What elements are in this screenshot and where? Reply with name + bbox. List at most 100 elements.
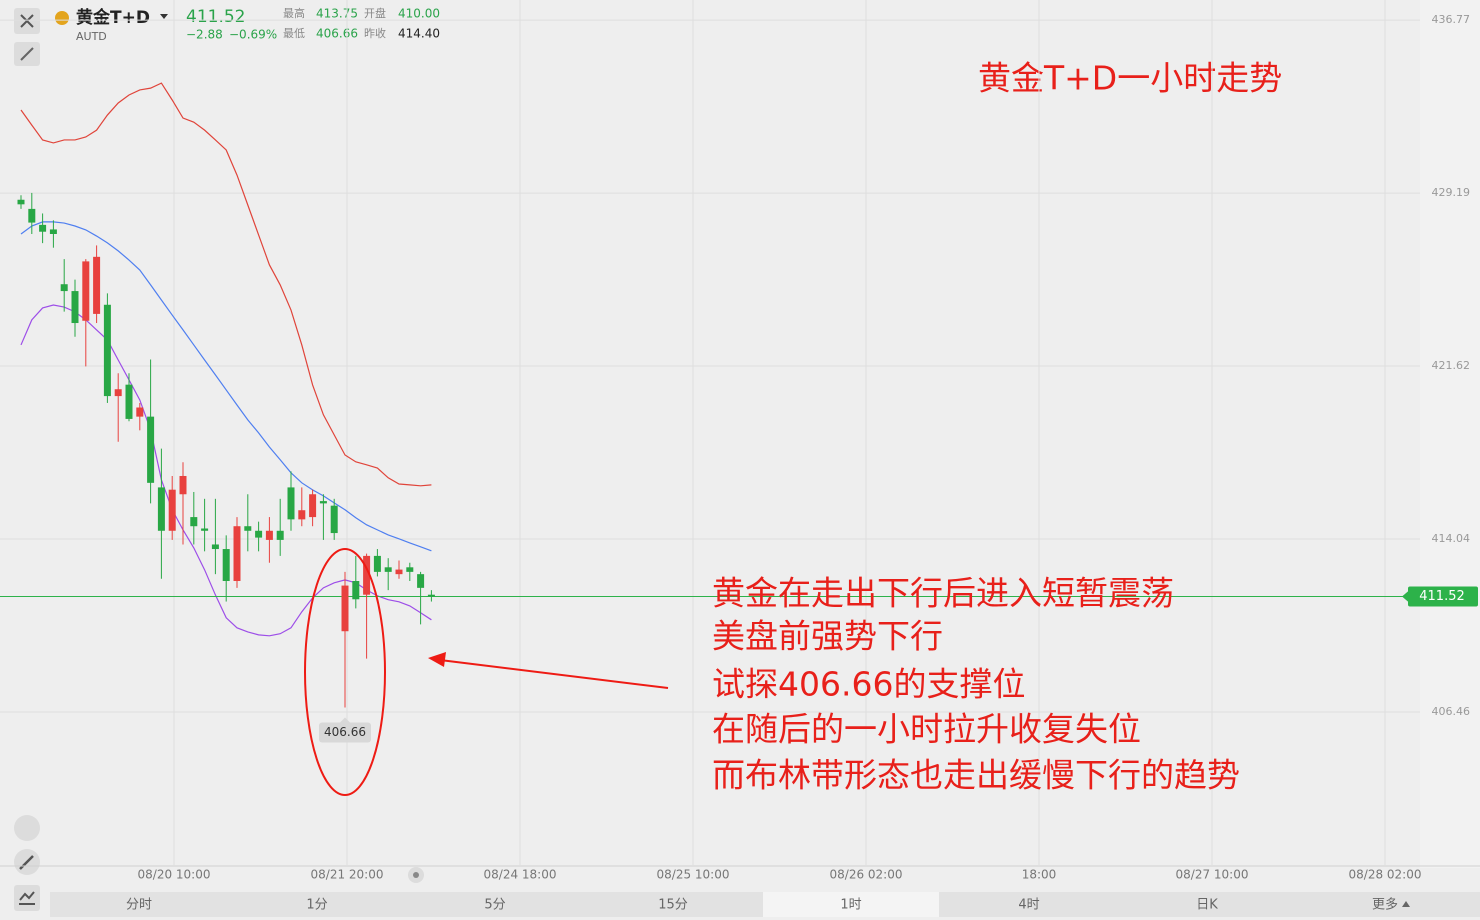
candle-body bbox=[417, 574, 425, 588]
candle-body bbox=[341, 585, 349, 632]
compare-icon bbox=[19, 891, 35, 905]
coin-icon bbox=[55, 11, 69, 25]
low-marker-box bbox=[319, 722, 371, 743]
y-tick-label: 421.62 bbox=[1432, 359, 1471, 372]
arrow-head bbox=[428, 652, 446, 667]
chart-title: 黄金T+D一小时走势 bbox=[978, 59, 1282, 98]
dropdown-icon[interactable] bbox=[160, 14, 168, 19]
candle-body bbox=[384, 567, 392, 572]
candle-body bbox=[395, 569, 403, 575]
bollinger-line bbox=[20, 221, 432, 552]
candle-body bbox=[190, 517, 198, 527]
candle-body bbox=[39, 224, 47, 232]
highlight-ellipse bbox=[304, 548, 386, 796]
candle-body bbox=[82, 261, 90, 321]
stat-label: 最低 bbox=[283, 27, 305, 40]
candle-body bbox=[168, 489, 176, 531]
candle-body bbox=[406, 567, 414, 572]
candle-body bbox=[71, 291, 79, 324]
compare-button[interactable] bbox=[14, 885, 40, 911]
candle-body bbox=[211, 544, 219, 550]
stat-label: 开盘 bbox=[364, 6, 386, 20]
collapse-icon bbox=[20, 47, 34, 61]
candle-body bbox=[373, 555, 381, 572]
x-tick-label: 08/28 02:00 bbox=[1349, 868, 1422, 882]
tab-label[interactable]: 1时 bbox=[840, 898, 861, 913]
y-tick-label: 406.46 bbox=[1432, 705, 1471, 718]
tab-label[interactable]: 4时 bbox=[1018, 898, 1039, 913]
instrument-code: AUTD bbox=[76, 30, 107, 43]
candle-body bbox=[17, 199, 25, 205]
annotation-text: 在随后的一小时拉升收复失位 bbox=[712, 710, 1141, 749]
candle-body bbox=[352, 581, 360, 600]
tab-label[interactable]: 15分 bbox=[658, 898, 688, 913]
bollinger-line bbox=[20, 304, 432, 637]
tab-label[interactable]: 分时 bbox=[126, 898, 152, 913]
scroll-dot-center bbox=[413, 872, 419, 878]
candle-body bbox=[233, 526, 241, 582]
candle-body bbox=[265, 530, 273, 540]
candle-body bbox=[255, 530, 263, 538]
candle-body bbox=[125, 384, 133, 419]
tab-label[interactable]: 更多 bbox=[1372, 897, 1398, 913]
annotation-arrow bbox=[439, 659, 669, 689]
x-tick-label: 18:00 bbox=[1022, 868, 1057, 882]
low-marker-label: 406.66 bbox=[324, 725, 366, 739]
x-tick-label: 08/26 02:00 bbox=[830, 868, 903, 882]
candle-body bbox=[136, 407, 144, 417]
close-icon bbox=[20, 14, 34, 28]
candle-body bbox=[427, 594, 435, 597]
candle-body bbox=[244, 526, 252, 531]
candle-body bbox=[298, 510, 306, 520]
candle-body bbox=[147, 416, 155, 483]
candle-body bbox=[309, 494, 317, 518]
tab-label[interactable]: 1分 bbox=[306, 898, 327, 913]
draw-icon bbox=[19, 855, 34, 870]
instrument-name[interactable]: 黄金T+D bbox=[76, 7, 150, 28]
candle-body bbox=[330, 505, 338, 534]
candle-body bbox=[363, 555, 371, 595]
candle-body bbox=[28, 208, 36, 223]
y-tick-label: 429.19 bbox=[1432, 186, 1471, 199]
y-tick-label: 414.04 bbox=[1432, 532, 1471, 545]
change: −2.88 bbox=[186, 28, 223, 42]
last-price-pointer bbox=[1402, 590, 1409, 603]
price: 411.52 bbox=[186, 7, 245, 27]
x-tick-label: 08/25 10:00 bbox=[657, 868, 730, 882]
annotation-text: 美盘前强势下行 bbox=[712, 617, 943, 656]
candle-body bbox=[93, 256, 101, 314]
stat-value: 413.75 bbox=[316, 7, 358, 21]
candle-body bbox=[103, 304, 111, 397]
last-price-label: 411.52 bbox=[1419, 589, 1465, 604]
more-icon bbox=[1402, 901, 1410, 907]
annotation-text: 而布林带形态也走出缓慢下行的趋势 bbox=[712, 756, 1240, 795]
stat-value: 414.40 bbox=[398, 27, 440, 41]
y-axis-area bbox=[1420, 0, 1480, 868]
stat-label: 最高 bbox=[283, 6, 305, 20]
x-tick-label: 08/24 18:00 bbox=[484, 868, 557, 882]
tab-label[interactable]: 日K bbox=[1196, 898, 1218, 913]
x-tick-label: 08/20 10:00 bbox=[138, 868, 211, 882]
low-marker-pointer bbox=[339, 717, 351, 724]
candle-body bbox=[49, 229, 57, 234]
y-tick-label: 436.77 bbox=[1432, 13, 1471, 26]
annotation-text: 黄金在走出下行后进入短暂震荡 bbox=[712, 574, 1174, 613]
candle-body bbox=[287, 487, 295, 520]
candle-body bbox=[201, 528, 209, 531]
x-tick-label: 08/27 10:00 bbox=[1176, 868, 1249, 882]
candle-body bbox=[60, 284, 68, 292]
indicator-button[interactable] bbox=[14, 815, 40, 841]
x-tick-label: 08/21 20:00 bbox=[311, 868, 384, 882]
change-pct: −0.69% bbox=[229, 28, 277, 42]
stat-value: 406.66 bbox=[316, 27, 358, 41]
candle-body bbox=[319, 501, 327, 504]
tab-label[interactable]: 5分 bbox=[484, 898, 505, 913]
last-price-box bbox=[1408, 586, 1478, 607]
stat-value: 410.00 bbox=[398, 7, 440, 21]
candle-body bbox=[114, 389, 122, 397]
tab-bar: 分时 1分 5分 15分 1时 4时 日K 更多 bbox=[50, 892, 1480, 917]
candle-body bbox=[179, 475, 187, 495]
